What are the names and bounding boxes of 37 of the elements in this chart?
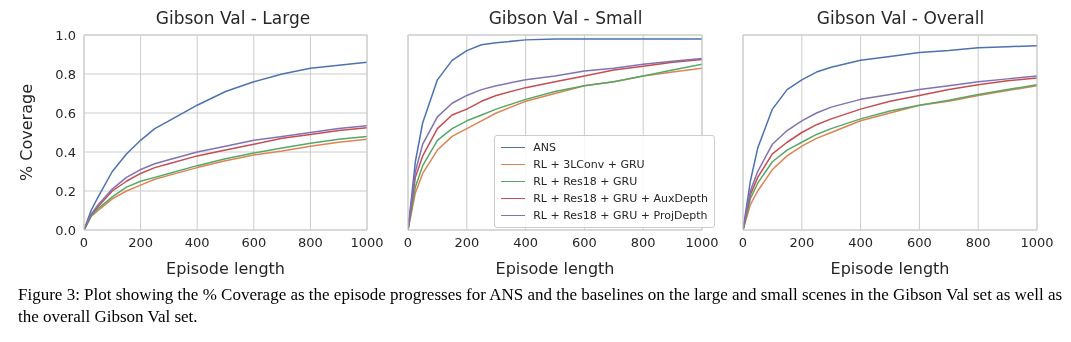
- chart-title: Gibson Val - Overall: [815, 8, 986, 30]
- x-tick-label: 800: [630, 235, 656, 251]
- x-tick-label: 1000: [685, 235, 719, 251]
- x-tick-label: 0: [79, 235, 89, 251]
- y-tick-label: 0.2: [55, 183, 76, 199]
- y-tick-label: 0.8: [55, 66, 76, 82]
- x-tick-label: 800: [297, 235, 323, 251]
- x-tick-label: 600: [241, 235, 267, 251]
- x-tick-label: 200: [128, 235, 154, 251]
- x-tick-label: 400: [848, 235, 874, 251]
- y-tick-label: 0.6: [55, 105, 76, 121]
- y-axis-title: % Coverage: [16, 84, 36, 181]
- caption: Figure 3: Plot showing the % Coverage as the episode progresses for ANS and the baselines on the large and small scenes in the Gibson Val set as well as the overall Gibson Val set.: [17, 284, 1063, 328]
- x-tick-label: 600: [906, 235, 932, 251]
- x-tick-label: 200: [454, 235, 480, 251]
- legend-label: ANS: [533, 140, 556, 156]
- chart-title: Gibson Val - Small: [487, 8, 644, 30]
- x-axis-title: Episode length: [495, 259, 615, 278]
- x-tick-label: 200: [789, 235, 815, 251]
- legend-label: RL + Res18 + GRU + ProjDepth: [533, 208, 708, 224]
- x-tick-label: 1000: [350, 235, 384, 251]
- x-tick-label: 400: [513, 235, 539, 251]
- legend-label: RL + 3LConv + GRU: [533, 157, 645, 173]
- x-tick-label: 0: [403, 235, 413, 251]
- x-tick-label: 0: [738, 235, 748, 251]
- x-tick-label: 400: [184, 235, 210, 251]
- x-tick-label: 600: [571, 235, 597, 251]
- x-axis-title: Episode length: [830, 259, 950, 278]
- y-tick-label: 1.0: [55, 27, 76, 43]
- x-axis-title: Episode length: [166, 259, 285, 278]
- x-tick-label: 800: [965, 235, 991, 251]
- chart-title: Gibson Val - Large: [155, 8, 311, 28]
- legend-label: RL + Res18 + GRU: [533, 174, 638, 190]
- x-tick-label: 1000: [1020, 235, 1054, 251]
- legend-label: RL + Res18 + GRU + AuxDepth: [533, 191, 708, 207]
- y-tick-label: 0.4: [55, 144, 76, 160]
- y-tick-label: 0.0: [55, 222, 76, 238]
